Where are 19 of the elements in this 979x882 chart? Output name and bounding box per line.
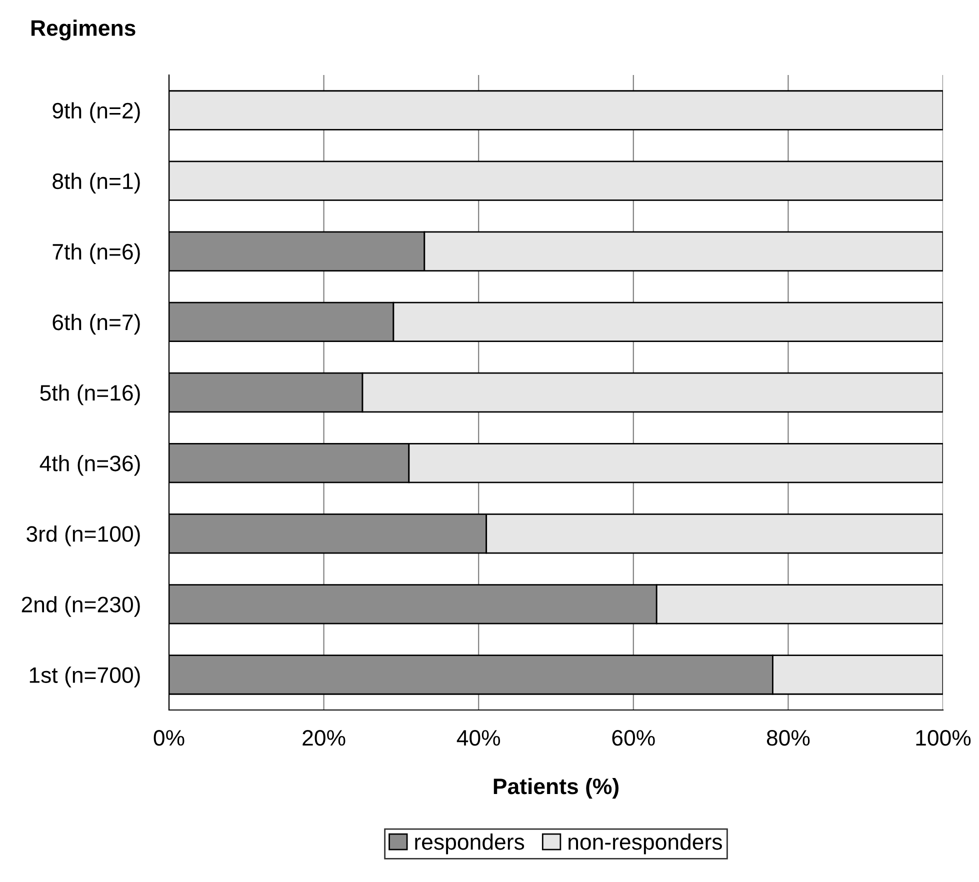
y-tick-label: 6th (n=7) — [52, 314, 140, 335]
y-tick-label: 4th (n=36) — [40, 455, 140, 476]
x-tick-label: 80% — [766, 730, 810, 746]
y-tick-label: 7th (n=6) — [52, 243, 140, 264]
x-axis-title: Patients (%) — [494, 778, 618, 799]
y-tick-label: 5th (n=16) — [40, 384, 140, 406]
chart-title: Regimens — [31, 20, 136, 40]
y-tick-label: 3rd (n=100) — [26, 526, 140, 546]
legend-label: non-responders — [568, 834, 722, 854]
y-tick-label: 1st (n=700) — [30, 666, 140, 688]
y-tick-label: 8th (n=1) — [52, 172, 140, 194]
legend-label: responders — [415, 834, 524, 854]
x-tick-label: 40% — [456, 730, 500, 746]
y-tick-label: 9th (n=2) — [52, 102, 140, 123]
x-tick-label: 60% — [612, 730, 655, 746]
x-tick-label: 0% — [154, 730, 184, 746]
x-tick-label: 100% — [916, 730, 971, 746]
x-tick-label: 20% — [302, 730, 346, 746]
y-tick-label: 2nd (n=230) — [22, 596, 140, 617]
